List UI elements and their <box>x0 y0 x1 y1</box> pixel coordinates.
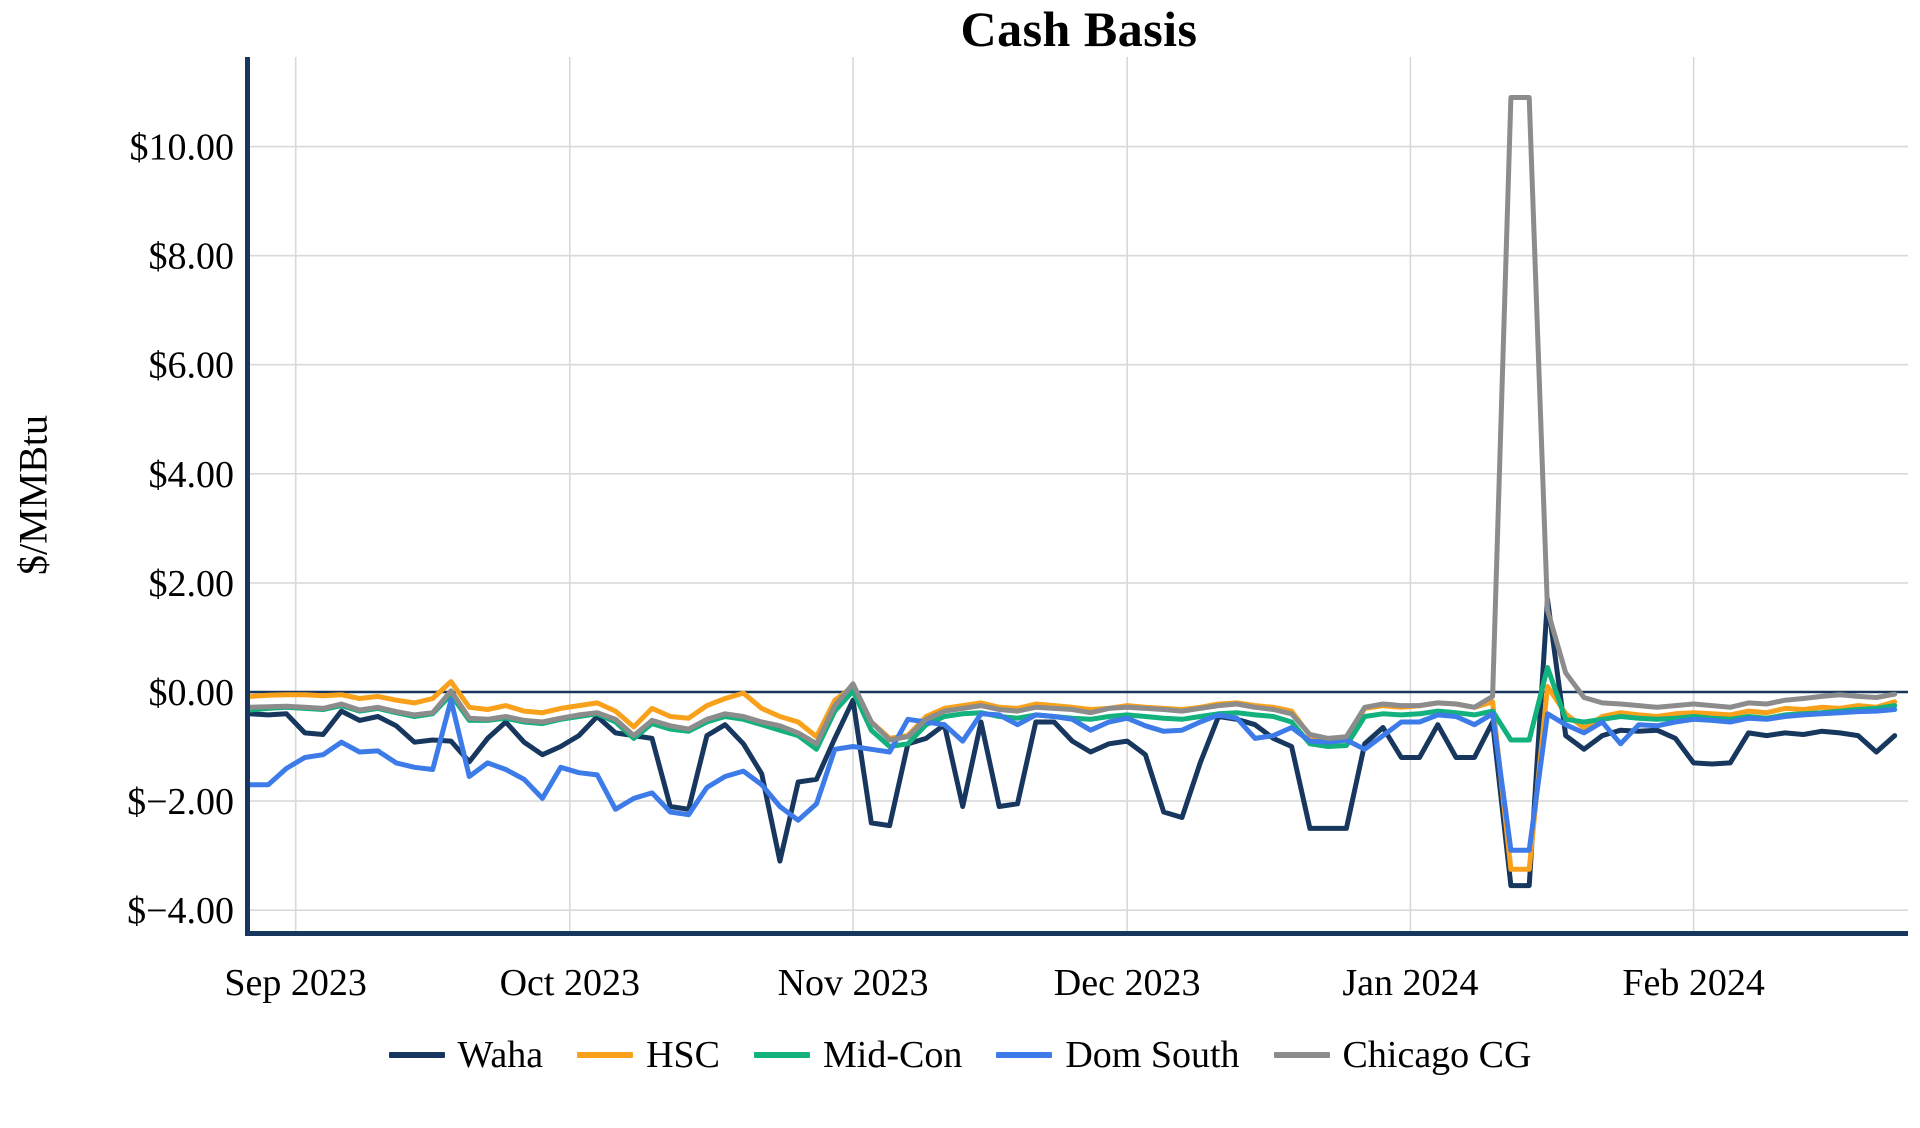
x-tick-label: Oct 2023 <box>500 962 640 1004</box>
series-line-dom-south <box>250 697 1898 853</box>
legend-swatch-icon <box>753 1052 810 1058</box>
y-tick-label: $8.00 <box>149 236 235 278</box>
series-line-waha <box>250 596 1898 889</box>
chart-legend: Waha HSC Mid-Con Dom South Chicago CG <box>0 1036 1920 1074</box>
legend-swatch-icon <box>577 1052 634 1058</box>
x-tick-label: Nov 2023 <box>778 962 929 1004</box>
y-tick-label: $4.00 <box>149 454 235 496</box>
y-tick-label: $0.00 <box>149 672 235 714</box>
legend-swatch-icon <box>996 1052 1053 1058</box>
legend-item-dom-south: Dom South <box>996 1034 1240 1076</box>
legend-item-waha: Waha <box>388 1034 544 1076</box>
y-axis-line <box>245 57 250 936</box>
legend-label: Chicago CG <box>1342 1034 1532 1076</box>
x-axis-line <box>245 931 1908 936</box>
y-tick-label: $−4.00 <box>127 890 234 932</box>
legend-swatch-icon <box>388 1052 445 1058</box>
legend-label: Dom South <box>1065 1034 1240 1076</box>
legend-label: Mid-Con <box>822 1034 963 1076</box>
x-tick-label: Sep 2023 <box>224 962 367 1004</box>
legend-swatch-icon <box>1273 1052 1330 1058</box>
legend-label: HSC <box>646 1034 720 1076</box>
series-line-chicago-cg <box>250 95 1898 747</box>
x-tick-label: Feb 2024 <box>1622 962 1765 1004</box>
x-tick-label: Jan 2024 <box>1342 962 1478 1004</box>
x-tick-label: Dec 2023 <box>1054 962 1201 1004</box>
y-tick-label: $2.00 <box>149 563 235 605</box>
legend-item-mid-con: Mid-Con <box>753 1034 963 1076</box>
y-tick-label: $−2.00 <box>127 781 234 823</box>
y-tick-label: $10.00 <box>130 127 235 169</box>
chart-title: Cash Basis <box>960 1 1198 57</box>
legend-label: Waha <box>457 1034 544 1076</box>
y-tick-label: $6.00 <box>149 345 235 387</box>
legend-item-chicago-cg: Chicago CG <box>1273 1034 1532 1076</box>
legend-item-hsc: HSC <box>577 1036 720 1074</box>
